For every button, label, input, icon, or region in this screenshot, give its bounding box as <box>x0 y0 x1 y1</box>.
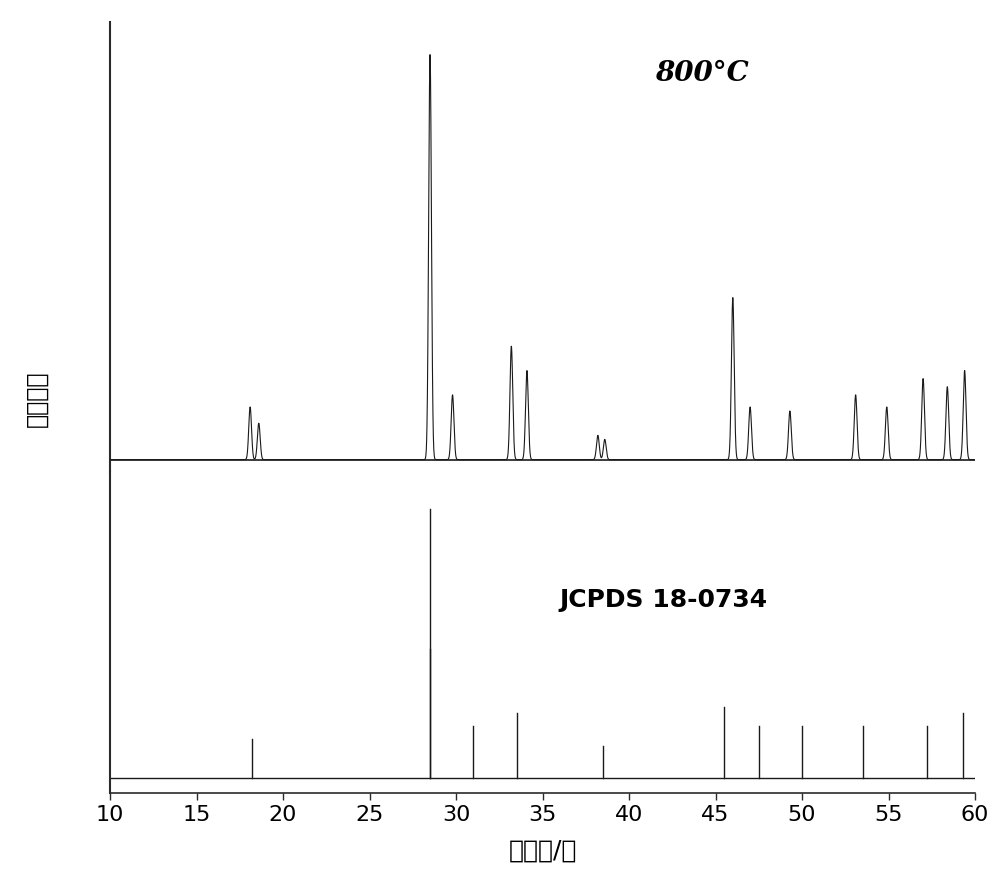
X-axis label: 衰射角/度: 衰射角/度 <box>508 839 577 863</box>
Text: 800°C: 800°C <box>655 59 749 87</box>
Text: 相对强度: 相对强度 <box>25 370 49 427</box>
Text: JCPDS 18-0734: JCPDS 18-0734 <box>560 587 768 611</box>
